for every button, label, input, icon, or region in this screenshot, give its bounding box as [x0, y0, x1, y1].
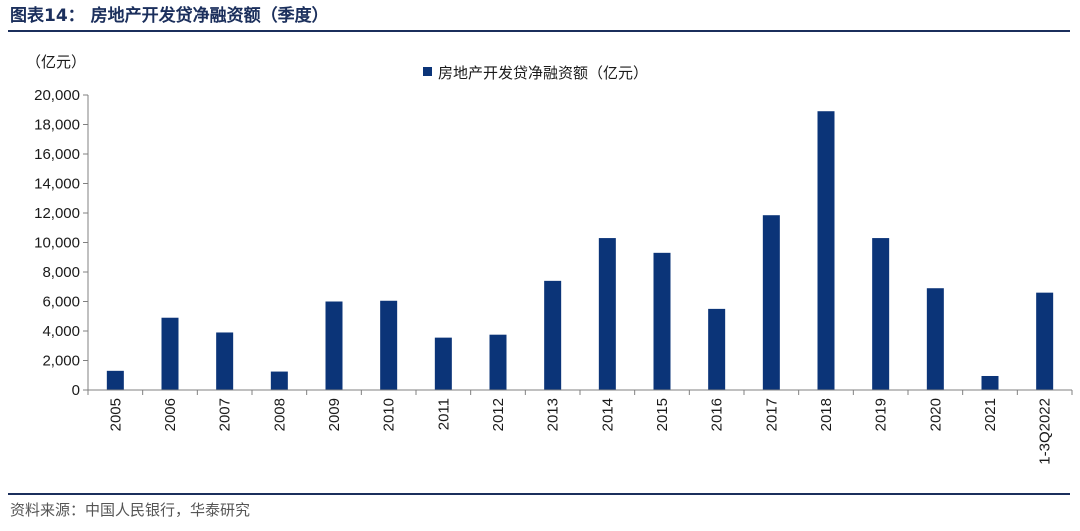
x-tick-label: 2005	[107, 398, 124, 431]
x-axis: 2005 2006 2007 2008 2009 2010 2011 2012 2013 2014…	[87, 389, 1073, 465]
bar-2014	[598, 238, 616, 390]
legend-swatch	[423, 67, 432, 76]
y-tick-label: 0	[72, 382, 80, 399]
source-note: 资料来源：中国人民银行，华泰研究	[10, 501, 251, 519]
x-tick-label: 2021	[982, 398, 999, 431]
bar-2015	[653, 252, 671, 390]
y-tick-label: 10,000	[34, 235, 80, 252]
bar-2019	[872, 238, 890, 390]
y-axis: 0 2,000 4,000 6,000 8,000 10,000 12,000 14,000 1…	[34, 87, 89, 399]
bar-2008	[270, 371, 288, 390]
y-tick-label: 8,000	[42, 264, 80, 281]
title-rule	[8, 30, 1070, 32]
x-tick-label: 2010	[381, 398, 398, 431]
bar-2009	[325, 301, 343, 390]
legend-label: 房地产开发贷净融资额（亿元）	[438, 64, 648, 82]
y-axis-unit-label: （亿元）	[26, 53, 86, 71]
bar-2013	[544, 280, 562, 390]
footer-rule	[8, 493, 1070, 495]
x-tick-label: 2018	[818, 398, 835, 431]
x-tick-label: 2014	[599, 398, 616, 431]
y-tick-label: 4,000	[42, 323, 80, 340]
x-tick-label: 1-3Q2022	[1037, 398, 1054, 465]
chart-title: 图表14： 房地产开发贷净融资额（季度）	[10, 6, 329, 26]
x-tick-label: 2007	[217, 398, 234, 431]
bar-2017	[762, 215, 780, 390]
y-tick-label: 2,000	[42, 353, 80, 370]
bar-2010	[380, 300, 398, 390]
bar-2016	[708, 308, 726, 390]
bar-2020	[926, 288, 944, 390]
bar-2011	[434, 337, 452, 390]
x-tick-label: 2012	[490, 398, 507, 431]
x-tick-label: 2008	[271, 398, 288, 431]
x-tick-label: 2011	[435, 398, 452, 430]
bar-2021	[981, 375, 999, 390]
x-tick-label: 2016	[709, 398, 726, 431]
x-tick-label: 2015	[654, 398, 671, 431]
bar-2018	[817, 111, 835, 390]
bar-1-3Q2022	[1036, 292, 1054, 390]
x-tick-label: 2013	[545, 398, 562, 431]
bar-2007	[216, 332, 234, 390]
bar-2005	[106, 370, 124, 390]
x-tick-label: 2017	[763, 398, 780, 431]
bar-2012	[489, 334, 507, 390]
y-tick-label: 14,000	[34, 176, 80, 193]
y-tick-label: 6,000	[42, 294, 80, 311]
legend: 房地产开发贷净融资额（亿元）	[423, 64, 648, 82]
y-tick-label: 16,000	[34, 146, 80, 163]
y-tick-label: 20,000	[34, 87, 80, 104]
y-tick-label: 18,000	[34, 117, 80, 134]
x-tick-label: 2009	[326, 398, 343, 431]
bar-chart: （亿元） 房地产开发贷净融资额（亿元） 0 2,000 4,000 6,000 8,00…	[26, 53, 1073, 465]
x-tick-label: 2020	[927, 398, 944, 431]
x-tick-label: 2006	[162, 398, 179, 431]
y-tick-label: 12,000	[34, 205, 80, 222]
bar-2006	[161, 317, 179, 390]
x-tick-label: 2019	[873, 398, 890, 431]
bars	[106, 111, 1054, 390]
